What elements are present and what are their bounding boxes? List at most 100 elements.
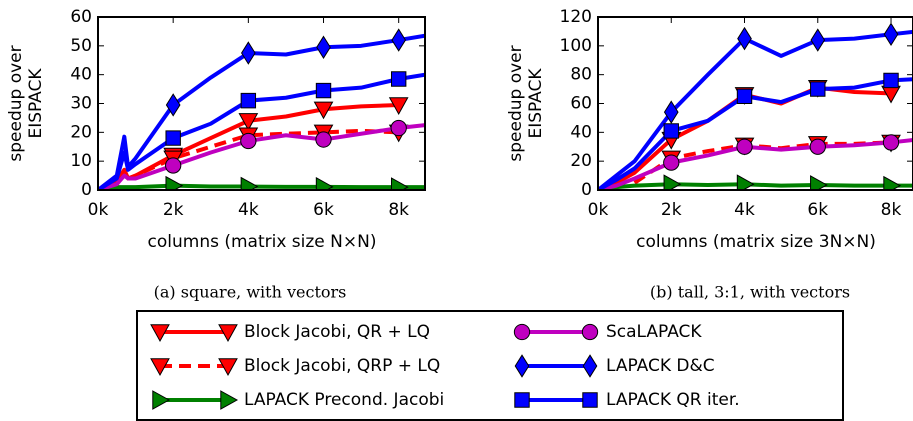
marker xyxy=(165,130,181,146)
y-tick-label: 40 xyxy=(70,65,92,85)
legend-label: Block Jacobi, QR + LQ xyxy=(244,322,430,342)
x-tick-label: 4k xyxy=(734,200,755,220)
plot-area xyxy=(98,28,425,190)
marker xyxy=(810,81,826,97)
y-tick-label: 30 xyxy=(70,94,92,114)
y-tick-label: 20 xyxy=(570,151,592,171)
y-tick-label: 100 xyxy=(560,36,592,56)
legend-marker xyxy=(582,392,598,408)
legend-marker xyxy=(220,390,239,410)
y-tick-label: 20 xyxy=(70,122,92,142)
x-tick-label: 8k xyxy=(388,200,409,220)
marker xyxy=(315,82,332,99)
x-axis-label: columns (matrix size N×N) xyxy=(148,232,377,252)
marker xyxy=(240,176,259,190)
marker xyxy=(883,72,899,89)
marker xyxy=(315,131,332,148)
marker xyxy=(663,123,679,139)
series-line xyxy=(98,123,425,190)
marker xyxy=(315,176,334,190)
marker xyxy=(241,41,256,65)
y-tick-label: 0 xyxy=(81,180,92,200)
y-tick-label: 60 xyxy=(570,94,592,114)
x-tick-label: 0k xyxy=(88,200,109,220)
series-line xyxy=(98,128,399,190)
marker xyxy=(240,92,257,109)
y-tick-label: 120 xyxy=(560,7,592,27)
marker xyxy=(809,138,826,155)
marker xyxy=(240,132,257,150)
series-line xyxy=(598,29,913,190)
marker xyxy=(883,22,899,47)
legend-marker xyxy=(582,354,598,378)
legend-marker xyxy=(150,324,170,343)
y-tick-label: 50 xyxy=(70,36,92,56)
marker xyxy=(391,28,407,52)
legend-marker xyxy=(581,323,599,341)
legend-marker xyxy=(513,323,531,341)
y-axis-label: speedup overEISPACK xyxy=(506,45,546,161)
marker xyxy=(165,157,182,174)
x-tick-label: 2k xyxy=(163,200,184,220)
y-axis-label: speedup overEISPACK xyxy=(6,45,46,161)
legend-marker xyxy=(218,358,238,377)
series-line xyxy=(98,102,399,190)
marker xyxy=(316,35,331,60)
marker xyxy=(663,154,680,171)
axes-frame xyxy=(597,16,913,191)
x-axis-label: columns (matrix size 3N×N) xyxy=(636,232,876,252)
marker xyxy=(390,177,409,190)
legend-marker xyxy=(514,392,530,408)
legend-label: LAPACK Precond. Jacobi xyxy=(244,390,444,410)
axes-frame xyxy=(97,16,426,191)
legend-marker xyxy=(152,390,171,410)
marker xyxy=(388,97,409,115)
marker xyxy=(390,71,407,87)
legend-label: ScaLAPACK xyxy=(606,322,702,342)
plot-area xyxy=(598,22,913,190)
y-tick-label: 40 xyxy=(570,122,592,142)
marker xyxy=(736,174,755,190)
marker xyxy=(737,26,752,51)
legend-marker xyxy=(218,324,238,343)
x-tick-label: 8k xyxy=(881,200,902,220)
x-tick-label: 4k xyxy=(238,200,259,220)
y-axis-label-line: EISPACK xyxy=(526,68,546,139)
marker xyxy=(165,175,184,190)
x-tick-label: 6k xyxy=(807,200,828,220)
y-axis-label-line: speedup over xyxy=(506,45,526,161)
caption: (b) tall, 3:1, with vectors xyxy=(650,283,850,302)
marker xyxy=(882,134,900,151)
x-tick-label: 0k xyxy=(588,200,609,220)
marker xyxy=(238,113,259,131)
marker xyxy=(736,138,753,155)
marker xyxy=(736,88,753,104)
series-line xyxy=(98,183,425,190)
legend-box xyxy=(136,310,844,421)
y-tick-label: 80 xyxy=(570,65,592,85)
y-tick-label: 60 xyxy=(70,7,92,27)
y-tick-label: 0 xyxy=(581,180,592,200)
series-line xyxy=(98,72,425,190)
legend-label: Block Jacobi, QRP + LQ xyxy=(244,356,440,376)
caption: (a) square, with vectors xyxy=(154,283,347,302)
legend-marker xyxy=(514,354,530,378)
marker xyxy=(663,174,682,190)
legend-label: LAPACK QR iter. xyxy=(606,390,740,410)
x-tick-label: 2k xyxy=(661,200,682,220)
marker xyxy=(390,119,407,137)
y-tick-label: 10 xyxy=(70,151,92,171)
marker xyxy=(165,93,181,117)
legend-label: LAPACK D&C xyxy=(606,356,715,376)
marker xyxy=(313,101,334,120)
marker xyxy=(810,175,828,190)
x-tick-label: 6k xyxy=(313,200,334,220)
series-line xyxy=(98,33,425,190)
marker xyxy=(663,100,679,124)
marker xyxy=(810,28,826,52)
y-axis-label-line: speedup over xyxy=(6,45,26,161)
y-axis-label-line: EISPACK xyxy=(26,68,46,139)
marker xyxy=(883,175,902,190)
legend-marker xyxy=(150,358,170,377)
